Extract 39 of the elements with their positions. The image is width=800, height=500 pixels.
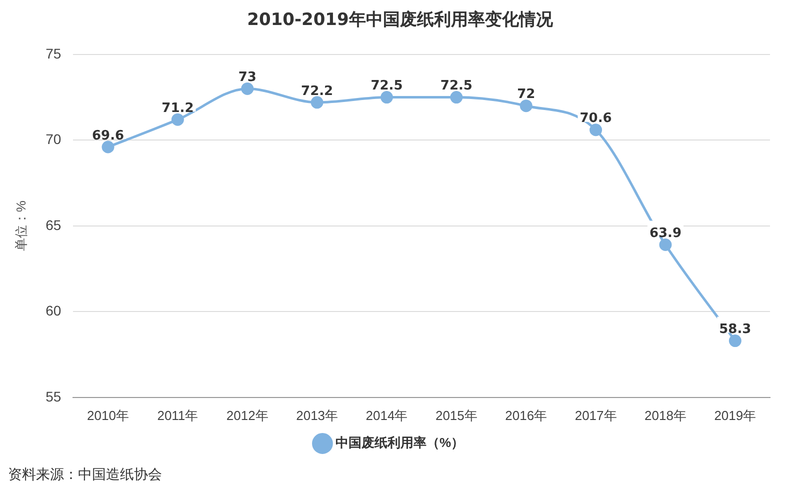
y-axis-title: 单位：% [13,200,28,252]
y-tick-label: 75 [46,45,62,62]
point [520,100,532,112]
x-tick-label: 2019年 [714,408,756,423]
x-tick-label: 2011年 [157,408,198,423]
data-label: 63.9 [649,226,682,242]
x-tick-label: 2017年 [574,408,617,423]
data-label: 72.2 [301,84,334,99]
y-tick-label: 65 [46,216,62,233]
text: 资料来源：中国造纸协会 [8,466,162,484]
x-tick-label: 2018年 [644,408,686,423]
point [659,238,672,252]
data-label: 71.2 [162,100,194,116]
data-label: 70.6 [580,111,612,126]
legend-label: 中国废纸利用率（%） [335,435,464,450]
data-label: 69.6 [92,128,124,144]
x-tick-label: 2016年 [505,408,548,423]
x-tick-label: 2013年 [296,408,338,423]
point [171,113,184,126]
point [102,140,114,154]
data-label: 72.5 [440,78,472,94]
data-label: 73 [238,70,256,86]
x-tick-label: 2015年 [435,408,478,423]
data-label: 72 [517,87,536,102]
data-label: 72.5 [370,78,403,94]
chart-title: 2010-2019年中国废纸利用率变化情况 [246,9,554,31]
x-tick-label: 2012年 [226,408,268,423]
x-tick-label: 2014年 [366,408,408,423]
point [590,124,602,136]
point [310,96,324,109]
point [450,91,463,104]
point [728,334,742,348]
x-tick-label: 2010年 [87,408,129,423]
point [241,82,254,95]
y-tick-label: 55 [46,388,62,404]
y-tick-label: 70 [46,131,62,148]
data-label: 58.3 [719,322,752,338]
point [380,91,393,104]
y-tick-label: 60 [46,302,62,319]
